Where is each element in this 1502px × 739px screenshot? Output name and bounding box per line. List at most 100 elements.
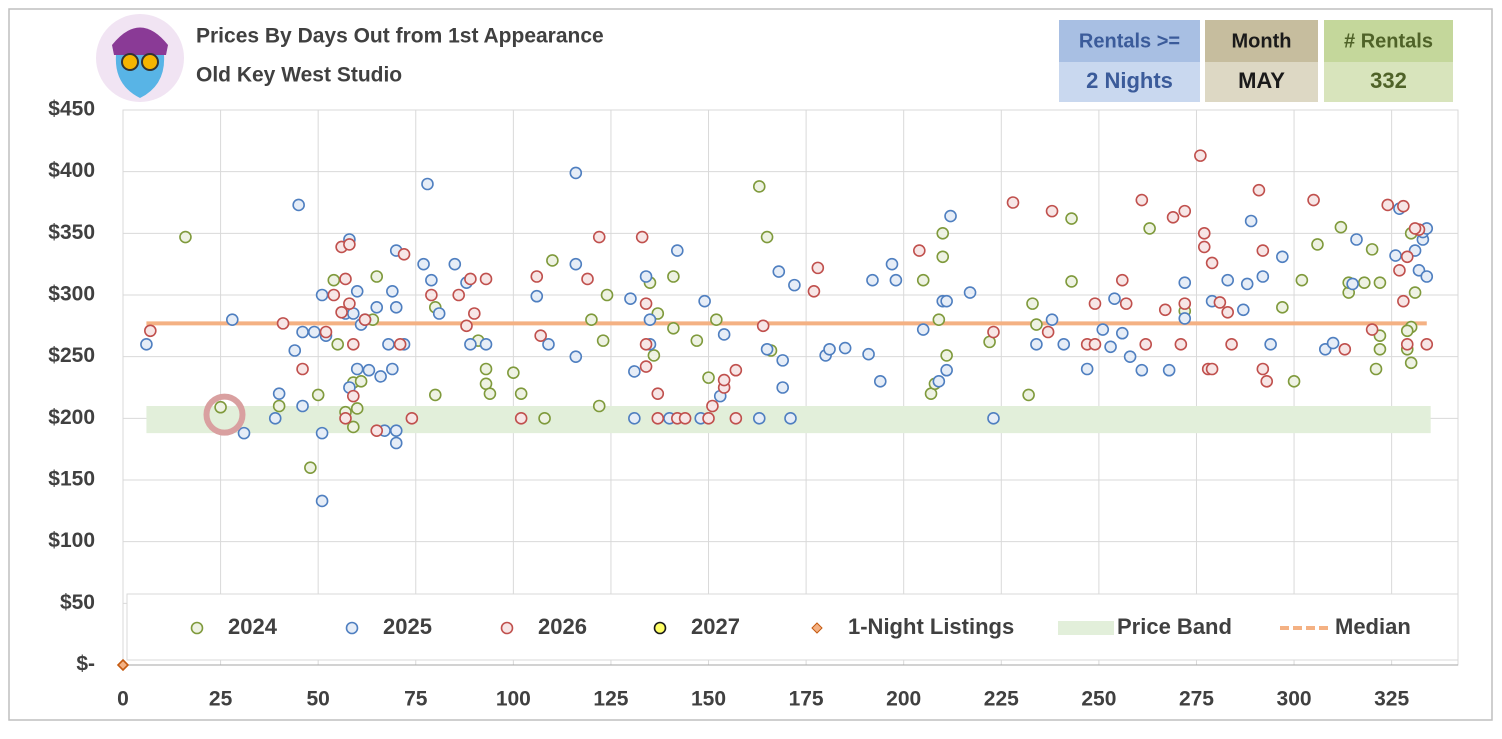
point: [389, 436, 403, 450]
point: [1205, 256, 1219, 270]
y-tick-label: $150: [48, 468, 95, 491]
point: [1143, 222, 1156, 235]
point: [389, 301, 403, 314]
summary-label: Month: [1232, 30, 1292, 52]
point: [116, 658, 130, 672]
point: [339, 412, 352, 425]
point: [331, 338, 344, 351]
point: [776, 354, 789, 367]
point: [214, 400, 227, 414]
logo: [96, 14, 184, 102]
summary-label: # Rentals: [1344, 30, 1433, 52]
summary-value-box: [1205, 62, 1318, 102]
x-tick-label: 125: [593, 688, 628, 711]
point: [1194, 149, 1207, 162]
summary-head: [1059, 20, 1200, 62]
point: [592, 399, 606, 413]
point: [670, 244, 684, 257]
point: [362, 363, 376, 377]
point: [296, 399, 309, 413]
x-tick-label: 25: [209, 688, 233, 711]
point: [417, 257, 430, 271]
point: [296, 362, 309, 376]
point: [1174, 338, 1188, 351]
point: [276, 317, 290, 330]
y-tick-label: $250: [48, 344, 95, 367]
x-tick-label: 150: [691, 688, 726, 711]
point: [667, 270, 680, 283]
point: [1178, 297, 1192, 310]
point: [1178, 276, 1192, 289]
point: [628, 412, 641, 425]
point: [963, 286, 977, 299]
point: [530, 270, 544, 283]
point: [1244, 214, 1258, 228]
y-tick-label: $100: [48, 529, 95, 552]
point: [823, 342, 836, 356]
point: [1373, 276, 1387, 289]
point: [296, 325, 309, 339]
point: [987, 325, 1000, 339]
point: [382, 338, 395, 351]
point: [1178, 312, 1192, 325]
legend-marker: [190, 621, 204, 635]
y-tick-label: $450: [48, 98, 95, 121]
x-tick-label: 75: [404, 688, 428, 711]
legend-label: 2026: [538, 614, 587, 639]
point: [140, 338, 153, 351]
point: [1104, 340, 1117, 354]
point: [272, 387, 286, 400]
legend-swatch: [1058, 621, 1114, 635]
point: [1108, 292, 1121, 306]
point: [538, 412, 551, 425]
y-tick-label: $200: [48, 406, 95, 429]
point: [596, 334, 610, 347]
point: [343, 297, 356, 310]
point: [1373, 342, 1387, 356]
point: [288, 344, 302, 357]
point: [1162, 363, 1176, 377]
point: [468, 307, 481, 320]
point: [350, 362, 364, 376]
point: [940, 294, 953, 308]
point: [760, 342, 774, 356]
point: [1030, 338, 1043, 351]
point: [507, 366, 520, 380]
chart-title: Prices By Days Out from 1st Appearance: [196, 25, 604, 48]
point: [1006, 196, 1020, 209]
x-tick-label: 200: [886, 688, 921, 711]
point: [1030, 318, 1043, 331]
point: [534, 329, 547, 343]
point: [1135, 363, 1149, 377]
x-tick-label: 300: [1277, 688, 1312, 711]
point: [397, 248, 411, 261]
point: [624, 292, 637, 306]
point: [464, 272, 477, 286]
point: [1365, 323, 1379, 336]
chart-subtitle: Old Key West Studio: [196, 64, 402, 87]
point: [1115, 273, 1129, 287]
point: [374, 370, 387, 383]
point: [752, 412, 766, 425]
point: [1420, 338, 1434, 351]
point: [1389, 249, 1402, 262]
point: [1338, 342, 1352, 356]
legend-label: Median: [1335, 614, 1411, 639]
point: [651, 387, 665, 400]
point: [788, 278, 801, 292]
point: [639, 297, 653, 310]
point: [144, 324, 157, 338]
point: [464, 338, 477, 351]
point: [389, 424, 403, 437]
point: [932, 375, 946, 388]
y-tick-label: $400: [48, 159, 95, 182]
point: [393, 338, 407, 351]
point: [702, 412, 715, 425]
point: [807, 284, 821, 298]
point: [1197, 227, 1211, 240]
point: [1213, 296, 1227, 309]
point: [448, 257, 462, 271]
point: [1135, 193, 1149, 207]
point: [639, 270, 653, 283]
